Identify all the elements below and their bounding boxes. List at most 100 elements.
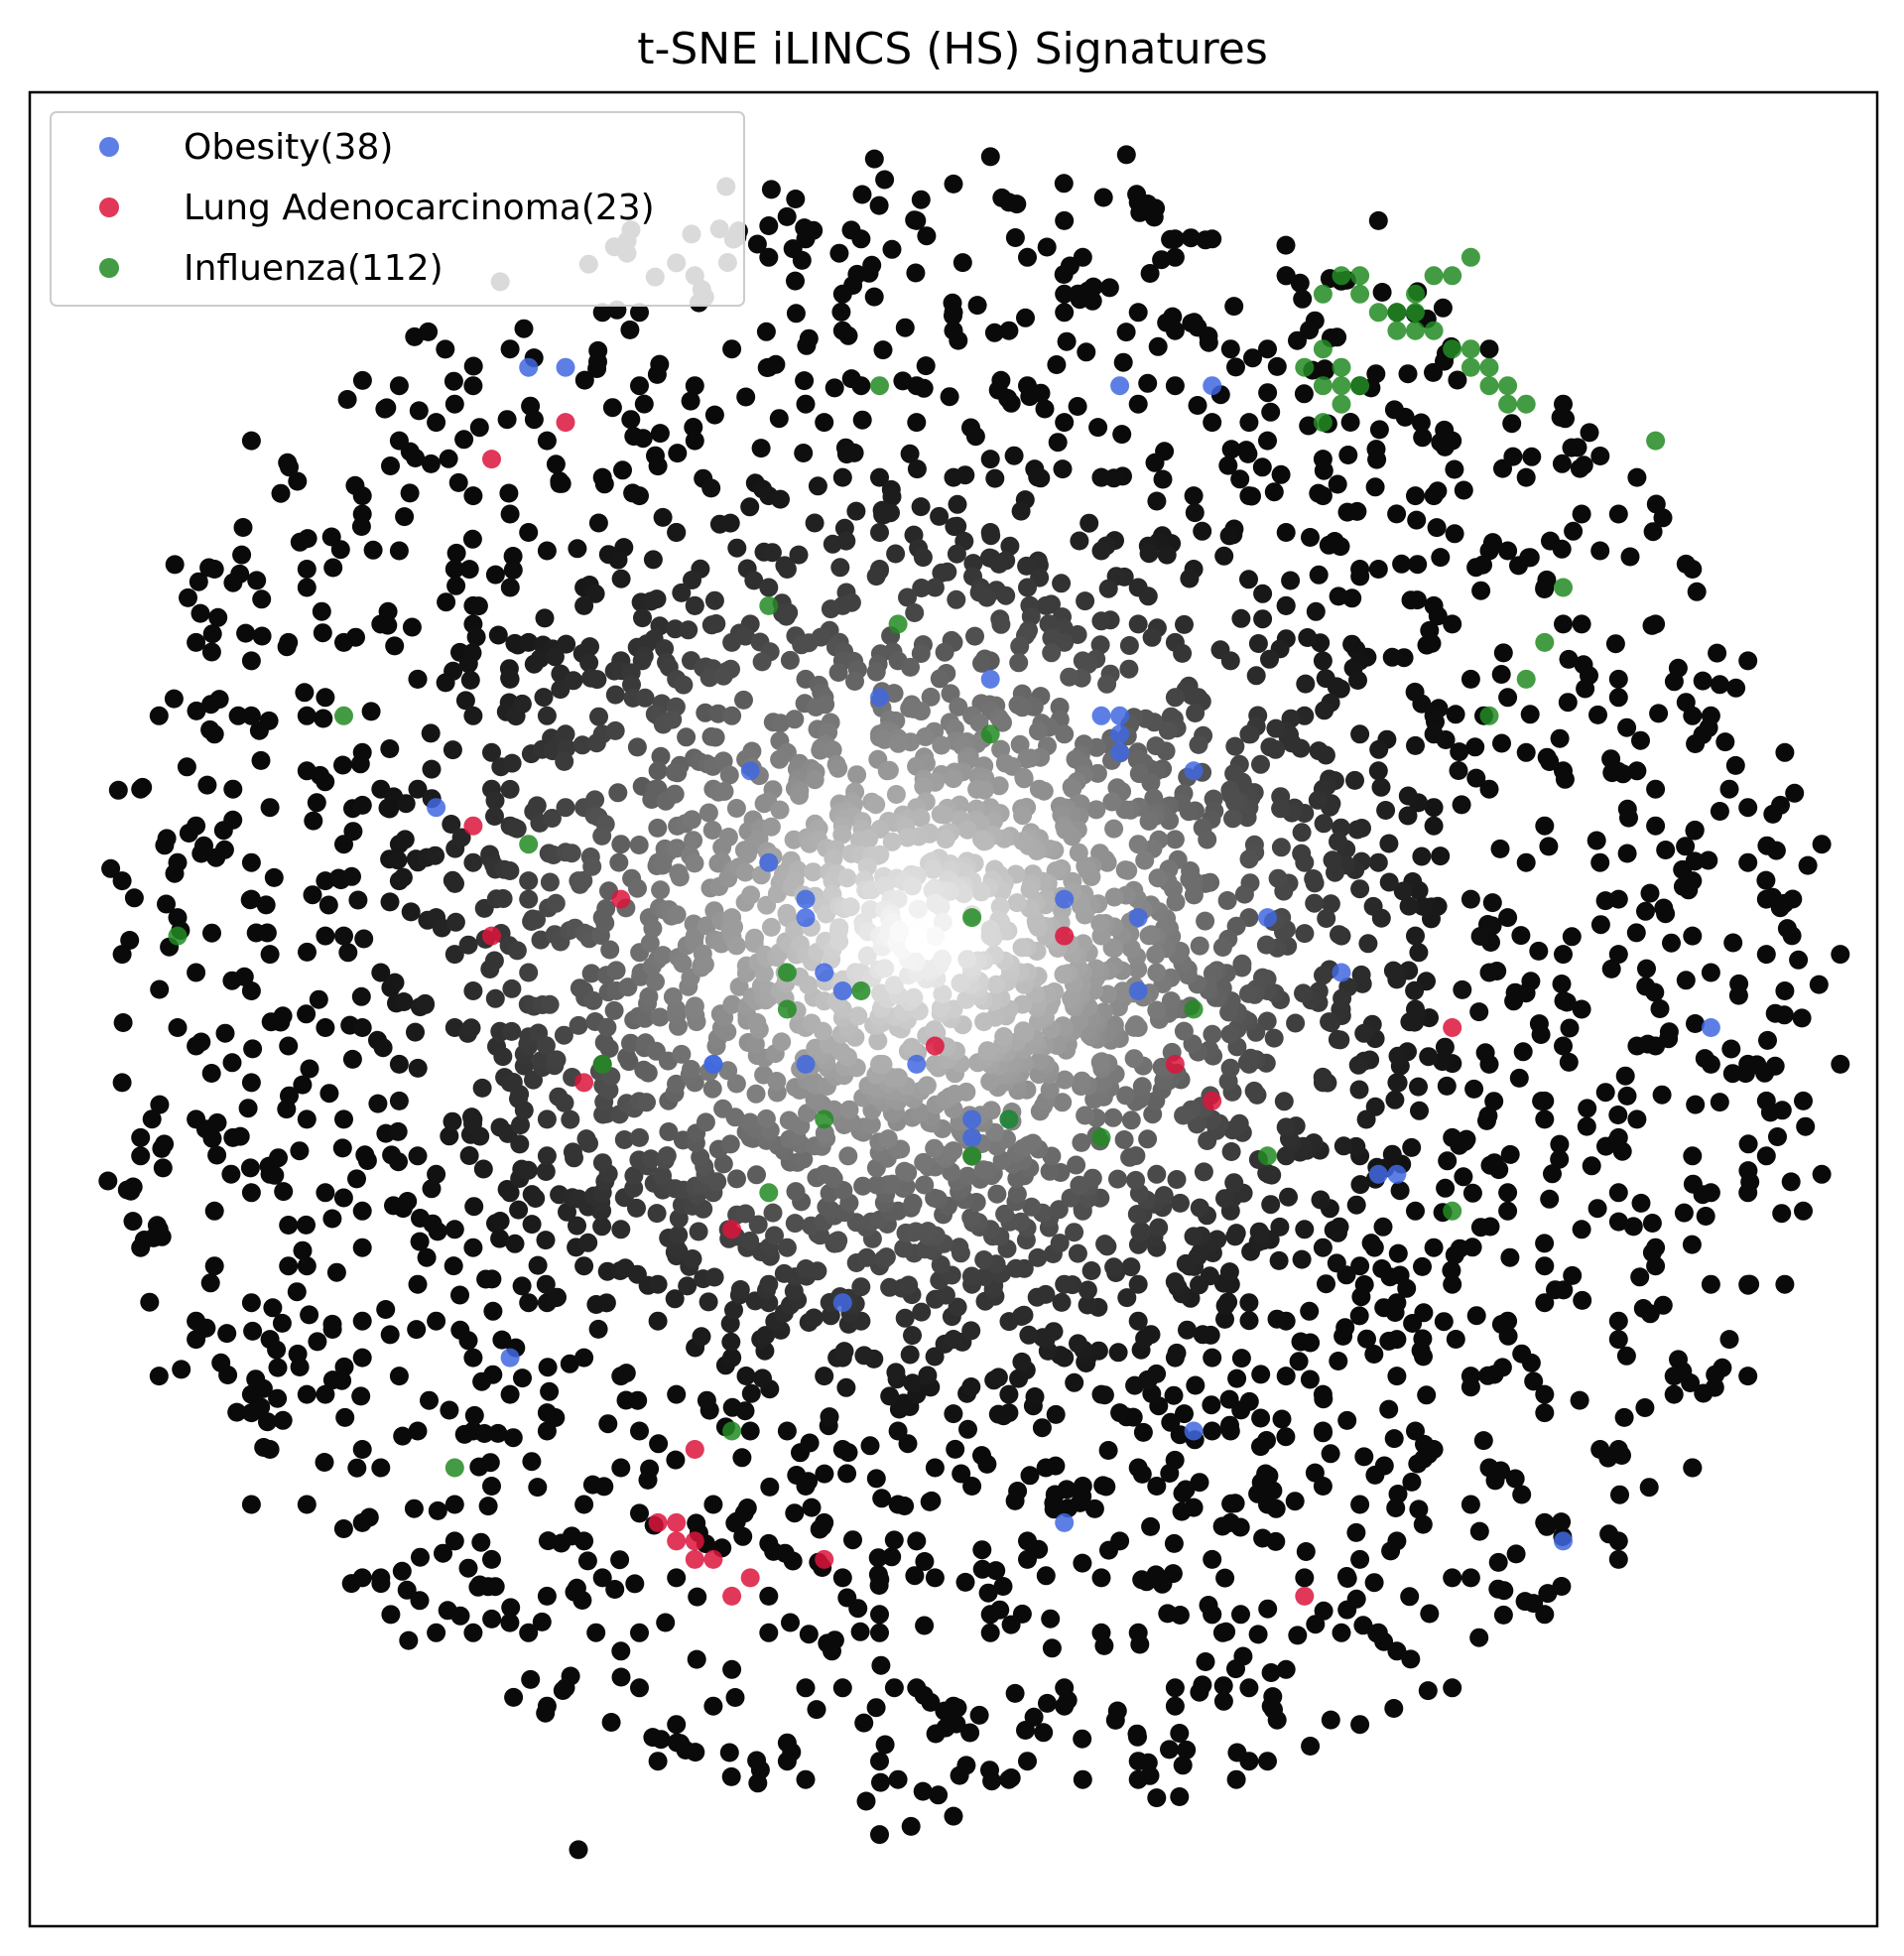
background-point xyxy=(1220,651,1240,671)
background-point xyxy=(1193,1675,1212,1695)
influenza-point xyxy=(519,835,539,854)
background-point xyxy=(1541,531,1560,551)
background-point xyxy=(754,964,774,983)
background-point xyxy=(1084,1499,1104,1518)
background-point xyxy=(1676,971,1696,990)
background-point xyxy=(949,330,968,350)
background-point xyxy=(1812,835,1832,854)
background-point xyxy=(745,1034,765,1054)
obesity-point xyxy=(1110,376,1130,396)
background-point xyxy=(461,1018,481,1038)
background-point xyxy=(672,1044,692,1064)
background-point xyxy=(455,691,475,711)
background-point xyxy=(1590,1440,1610,1459)
background-point xyxy=(537,1586,557,1606)
background-point xyxy=(1128,1311,1148,1331)
background-point xyxy=(1052,574,1072,593)
background-point xyxy=(918,1222,938,1241)
background-point xyxy=(726,936,746,956)
background-point xyxy=(1431,847,1451,866)
background-point xyxy=(699,668,719,688)
background-point xyxy=(1070,531,1089,551)
background-point xyxy=(760,1477,780,1497)
background-point xyxy=(1146,736,1166,756)
background-point xyxy=(620,320,640,339)
background-point xyxy=(1215,1189,1234,1209)
background-point xyxy=(463,1238,483,1257)
background-point xyxy=(748,1215,768,1235)
obesity-point xyxy=(1701,1018,1720,1037)
background-point xyxy=(1264,1028,1284,1048)
background-point xyxy=(640,1459,660,1479)
background-point xyxy=(263,1298,283,1318)
background-point xyxy=(1535,1512,1555,1532)
background-point xyxy=(502,978,522,998)
background-point xyxy=(1098,579,1118,598)
background-point xyxy=(1535,1384,1555,1404)
background-point xyxy=(1498,908,1518,928)
background-point xyxy=(1279,1187,1298,1207)
background-point xyxy=(1035,399,1055,419)
background-point xyxy=(532,1612,552,1631)
background-point xyxy=(503,547,523,566)
background-point xyxy=(586,733,606,753)
background-point xyxy=(980,147,1000,167)
background-point xyxy=(564,671,583,691)
background-point xyxy=(1406,486,1425,506)
background-point xyxy=(1116,323,1136,342)
background-point xyxy=(406,449,426,467)
obesity-point xyxy=(962,1127,982,1147)
background-point xyxy=(903,876,922,896)
lung-adenocarcinoma-point xyxy=(574,1073,594,1093)
background-point xyxy=(1018,1752,1037,1771)
background-point xyxy=(1004,446,1024,465)
background-point xyxy=(670,867,690,887)
background-point xyxy=(1073,1769,1092,1789)
background-point xyxy=(977,1041,997,1061)
background-point xyxy=(404,1499,424,1518)
background-point xyxy=(380,739,400,758)
background-point xyxy=(196,1318,216,1338)
background-point xyxy=(974,1250,994,1269)
background-point xyxy=(692,1327,711,1347)
background-point xyxy=(1147,491,1167,511)
background-point xyxy=(1299,416,1319,436)
background-point xyxy=(164,689,184,709)
background-point xyxy=(1166,892,1186,912)
background-point xyxy=(1374,1298,1394,1318)
background-point xyxy=(1636,901,1655,921)
background-point xyxy=(901,1816,921,1836)
background-point xyxy=(376,1300,396,1319)
background-point xyxy=(522,1185,542,1205)
background-point xyxy=(1608,1183,1628,1203)
background-point xyxy=(653,507,673,527)
background-point xyxy=(765,1226,784,1245)
background-point xyxy=(1124,1049,1144,1069)
background-point xyxy=(1340,413,1360,432)
background-point xyxy=(1199,1596,1218,1615)
background-point xyxy=(1032,1418,1052,1438)
background-point xyxy=(427,1311,446,1331)
background-point xyxy=(567,1578,586,1598)
background-point xyxy=(1454,1167,1473,1187)
background-point xyxy=(1227,1369,1247,1388)
background-point xyxy=(123,1177,143,1197)
background-point xyxy=(646,972,665,991)
background-point xyxy=(1253,584,1273,603)
background-point xyxy=(1388,1485,1408,1503)
background-point xyxy=(888,733,908,753)
background-point xyxy=(1653,508,1673,528)
background-point xyxy=(1419,1047,1439,1067)
background-point xyxy=(352,1018,372,1037)
background-point xyxy=(207,1145,227,1165)
background-point xyxy=(427,1164,446,1184)
influenza-point xyxy=(1332,376,1351,396)
background-point xyxy=(854,1713,874,1733)
background-point xyxy=(1373,1217,1393,1237)
background-point xyxy=(243,1039,263,1059)
background-point xyxy=(820,1407,839,1427)
background-point xyxy=(913,548,933,568)
background-point xyxy=(1608,1311,1628,1331)
background-point xyxy=(112,1073,132,1093)
background-point xyxy=(732,1448,752,1468)
